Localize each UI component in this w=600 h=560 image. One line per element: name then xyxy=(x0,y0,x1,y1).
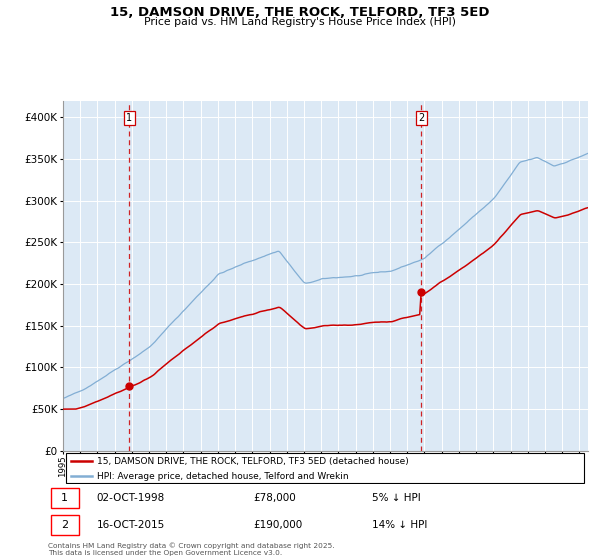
Text: Contains HM Land Registry data © Crown copyright and database right 2025.
This d: Contains HM Land Registry data © Crown c… xyxy=(48,542,335,556)
FancyBboxPatch shape xyxy=(50,488,79,508)
Text: 5% ↓ HPI: 5% ↓ HPI xyxy=(372,493,421,503)
Text: HPI: Average price, detached house, Telford and Wrekin: HPI: Average price, detached house, Telf… xyxy=(97,472,349,481)
Text: 16-OCT-2015: 16-OCT-2015 xyxy=(97,520,165,530)
FancyBboxPatch shape xyxy=(65,453,584,483)
Text: 1: 1 xyxy=(61,493,68,503)
Text: 2: 2 xyxy=(61,520,68,530)
Text: 1: 1 xyxy=(126,113,132,123)
Text: 02-OCT-1998: 02-OCT-1998 xyxy=(97,493,165,503)
Text: 14% ↓ HPI: 14% ↓ HPI xyxy=(372,520,427,530)
Text: 2: 2 xyxy=(418,113,424,123)
Text: £190,000: £190,000 xyxy=(253,520,302,530)
Text: Price paid vs. HM Land Registry's House Price Index (HPI): Price paid vs. HM Land Registry's House … xyxy=(144,17,456,27)
Text: £78,000: £78,000 xyxy=(253,493,296,503)
FancyBboxPatch shape xyxy=(50,515,79,535)
Text: 15, DAMSON DRIVE, THE ROCK, TELFORD, TF3 5ED: 15, DAMSON DRIVE, THE ROCK, TELFORD, TF3… xyxy=(110,6,490,18)
Text: 15, DAMSON DRIVE, THE ROCK, TELFORD, TF3 5ED (detached house): 15, DAMSON DRIVE, THE ROCK, TELFORD, TF3… xyxy=(97,456,409,465)
